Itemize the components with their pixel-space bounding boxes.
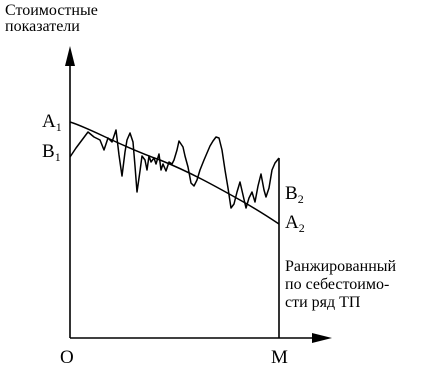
point-a2-label: A2: [285, 213, 305, 234]
x-axis-label: Ранжированный по себестоимо- сти ряд ТП: [285, 258, 397, 311]
point-a1-letter: A: [42, 111, 56, 132]
point-b2-letter: B: [285, 183, 298, 204]
y-axis-label: Стоимостные показатели: [5, 2, 98, 35]
origin-label: O: [60, 347, 74, 368]
point-a2-letter: A: [285, 212, 299, 233]
point-b2-sub: 2: [297, 192, 304, 206]
curve-b: [69, 129, 280, 209]
x-axis-arrow: [312, 333, 332, 343]
point-b1-letter: B: [42, 141, 55, 162]
point-a1-sub: 1: [55, 120, 62, 134]
point-b2-label: B2: [285, 184, 304, 205]
y-axis-arrow: [65, 46, 75, 66]
point-b1-label: B1: [42, 142, 61, 163]
curve-a: [69, 121, 280, 225]
point-b1-sub: 1: [54, 150, 61, 164]
point-a2-sub: 2: [298, 221, 305, 235]
axis-end-label: M: [271, 347, 288, 368]
point-a1-label: A1: [42, 112, 62, 133]
